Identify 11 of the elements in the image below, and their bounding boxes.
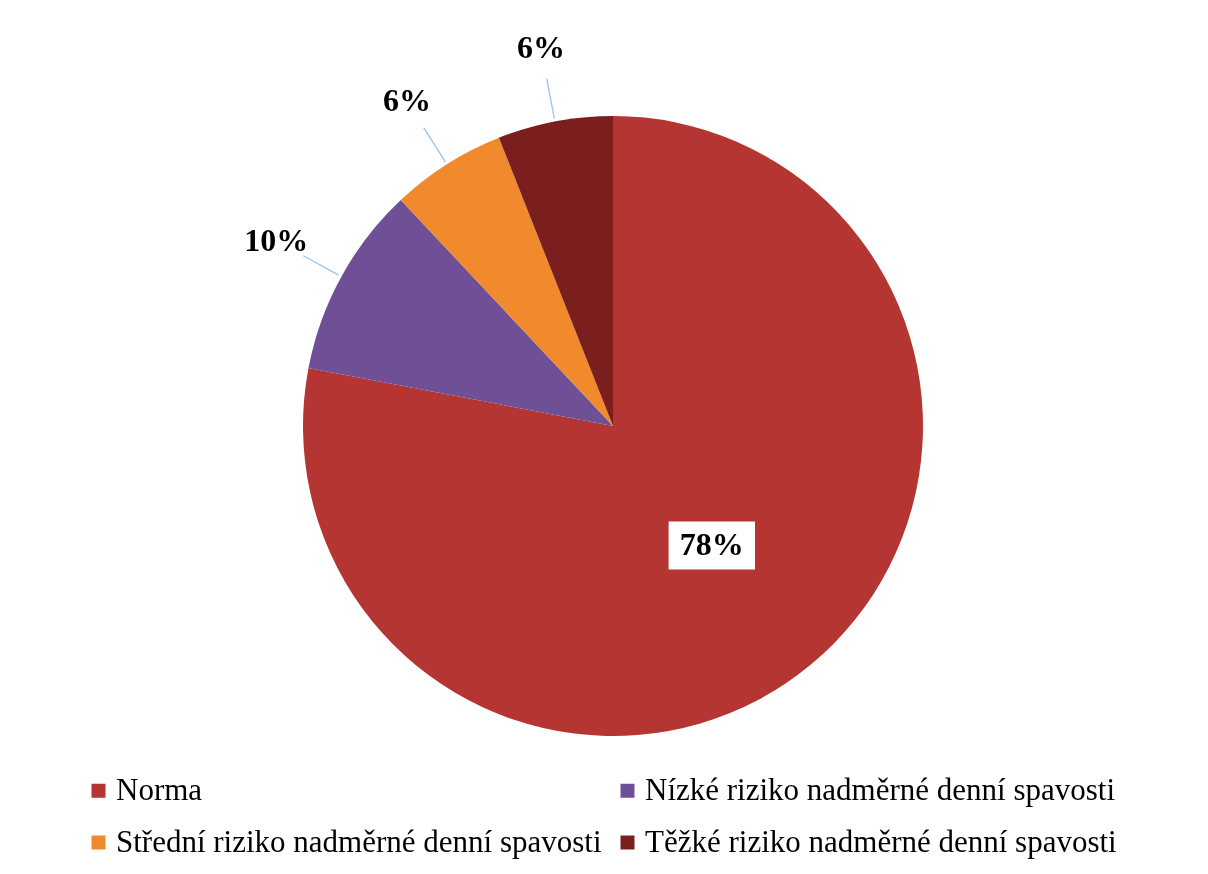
legend-label: Nízké riziko nadměrné denní spavosti (645, 771, 1116, 807)
data-label: 10% (244, 221, 309, 258)
legend-label: Norma (116, 771, 203, 807)
pie-slice (308, 200, 613, 426)
pie-slice (498, 116, 613, 426)
data-label: 6% (383, 82, 432, 119)
legend-label: Těžké riziko nadměrné denní spavosti (645, 823, 1118, 859)
data-label: 78% (679, 526, 744, 563)
data-label: 6% (516, 29, 565, 66)
pie-slice (400, 137, 613, 426)
legend-label: Střední riziko nadměrné denní spavosti (116, 823, 602, 859)
